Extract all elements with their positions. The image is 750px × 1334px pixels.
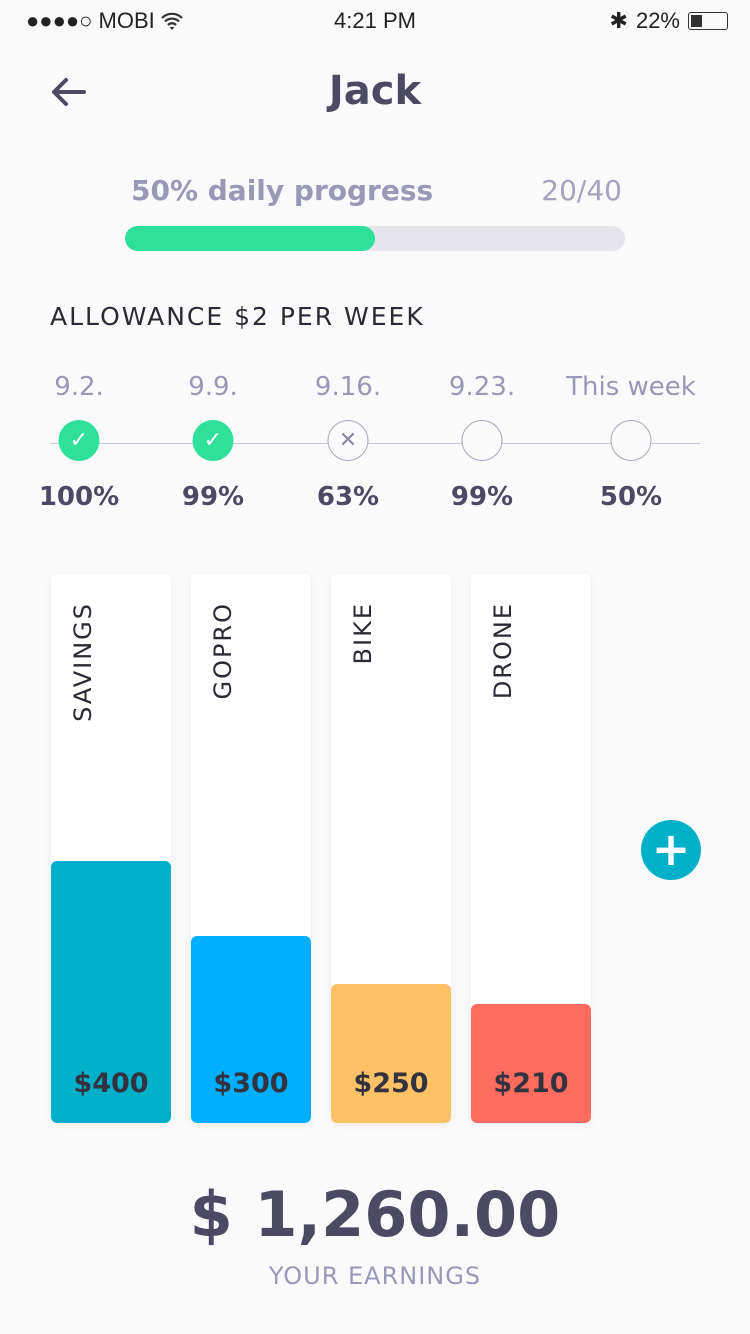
week-status-failed[interactable]: ✕ [327, 420, 369, 461]
earnings-total: $ 1,260.00 [189, 1178, 561, 1251]
wifi-icon [161, 12, 183, 30]
check-icon: ✓ [69, 428, 89, 453]
goal-card[interactable]: GOPRO $300 [191, 574, 311, 1123]
week-percent: 63% [316, 482, 380, 512]
x-icon: ✕ [338, 428, 358, 453]
week-status-done[interactable]: ✓ [192, 420, 234, 461]
goal-fill [471, 1003, 591, 1123]
week-status-done[interactable]: ✓ [58, 420, 100, 461]
week-percent: 99% [181, 482, 245, 512]
week-date: 9.9. [188, 372, 238, 402]
back-arrow-icon[interactable] [48, 72, 88, 112]
progress-label: 50% daily progress [131, 174, 434, 207]
week-percent: 99% [450, 482, 514, 512]
goal-fill [331, 984, 451, 1123]
goal-card[interactable]: SAVINGS $400 [51, 574, 171, 1123]
goal-amount: $400 [73, 1068, 149, 1099]
week-date: This week [566, 372, 696, 402]
week-date: 9.16. [314, 372, 382, 402]
battery-status: ✱ 22% [610, 8, 728, 34]
timeline-line [50, 443, 700, 444]
week-date: 9.2. [54, 372, 104, 402]
week-date: 9.23. [448, 372, 516, 402]
progress-bar-fill [125, 226, 375, 251]
earnings-label: YOUR EARNINGS [268, 1262, 482, 1290]
goal-name: BIKE [349, 602, 377, 665]
bluetooth-icon: ✱ [609, 8, 628, 33]
goal-amount: $210 [493, 1068, 569, 1099]
week-status-open[interactable] [461, 420, 503, 461]
goal-fill [51, 861, 171, 1123]
week-percent: 100% [38, 482, 120, 512]
goal-card[interactable]: BIKE $250 [331, 574, 451, 1123]
clock: 4:21 PM [334, 8, 416, 33]
battery-icon [688, 12, 728, 30]
progress-count: 20/40 [541, 174, 622, 207]
goal-name: GOPRO [209, 602, 237, 700]
add-goal-button[interactable]: + [641, 820, 701, 880]
allowance-title: ALLOWANCE $2 PER WEEK [50, 302, 425, 331]
goal-card[interactable]: DRONE $210 [471, 574, 591, 1123]
check-icon: ✓ [203, 428, 223, 453]
goal-name: DRONE [489, 602, 517, 700]
goal-fill [191, 935, 311, 1123]
week-status-open[interactable] [610, 420, 652, 461]
page-title: Jack [328, 68, 422, 114]
goal-amount: $300 [213, 1068, 289, 1099]
goal-amount: $250 [353, 1068, 429, 1099]
carrier: ●●●●○ MOBI [26, 8, 183, 34]
progress-bar [125, 226, 625, 251]
goal-name: SAVINGS [69, 602, 97, 722]
week-percent: 50% [599, 482, 663, 512]
